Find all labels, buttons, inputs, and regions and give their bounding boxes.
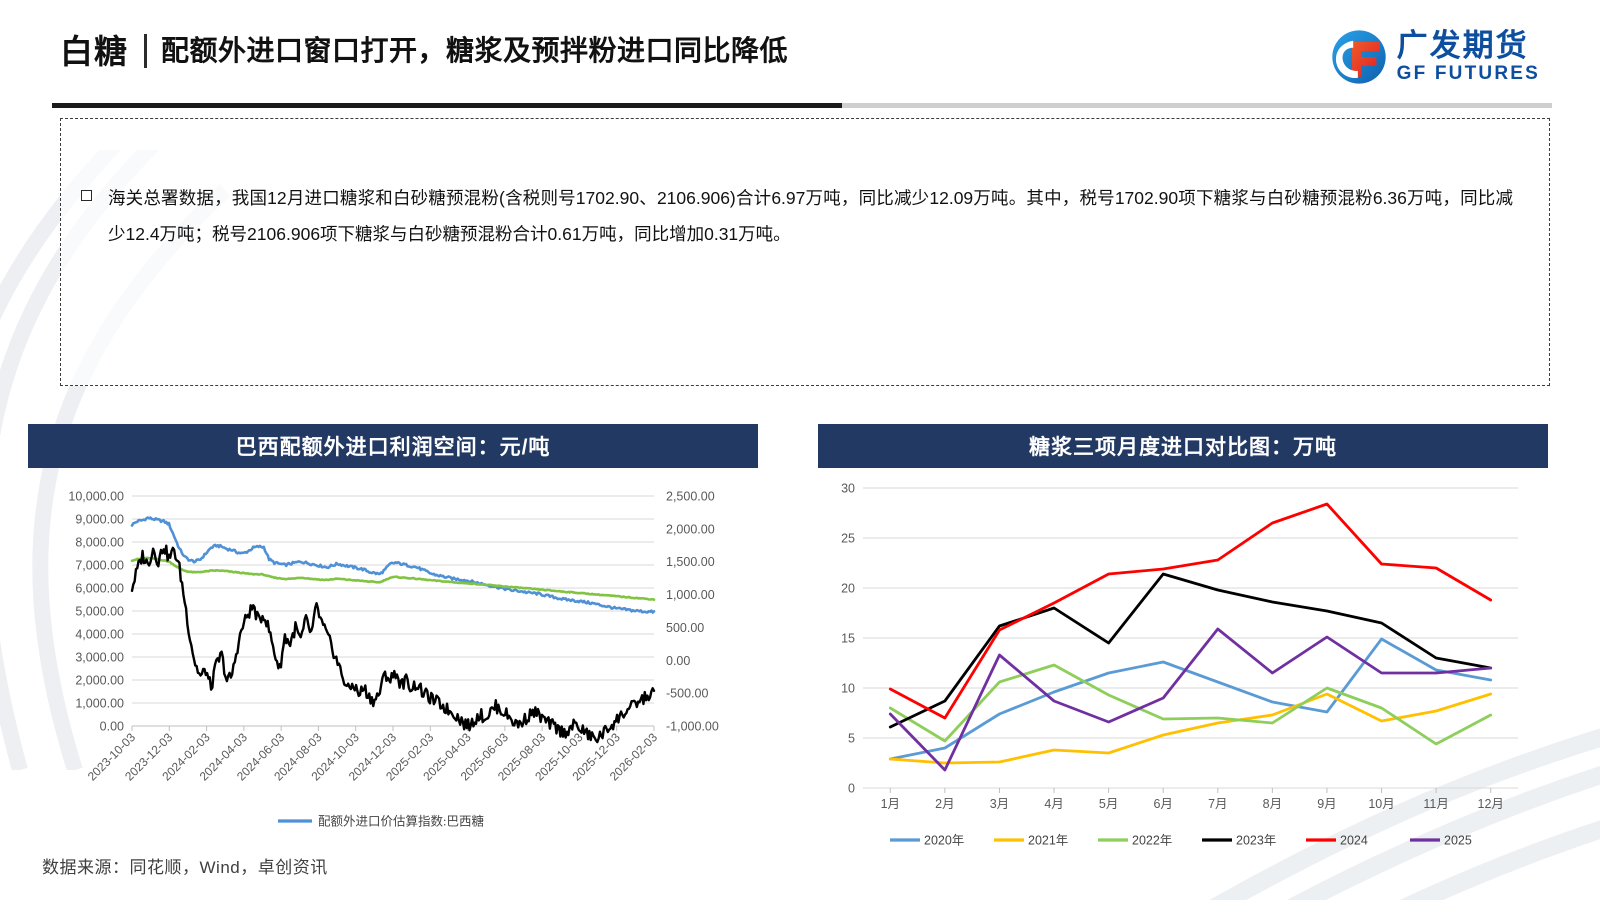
y-axis-tick: 20 xyxy=(841,582,855,596)
bullet-square-icon xyxy=(81,190,92,201)
y-axis-tick-left: 6,000.00 xyxy=(75,582,124,596)
y-axis-tick: 5 xyxy=(848,732,855,746)
x-axis-tick-label: 10月 xyxy=(1368,797,1394,811)
y-axis-tick-right: 0.00 xyxy=(666,654,690,668)
x-axis-tick-label: 6月 xyxy=(1153,797,1172,811)
page-title: 白糖 xyxy=(60,32,128,70)
y-axis-tick-right: -500.00 xyxy=(666,687,708,701)
series-line-2020年 xyxy=(888,637,1493,761)
y-axis-tick: 10 xyxy=(841,682,855,696)
callout-box: 海关总署数据，我国12月进口糖浆和白砂糖预混粉(含税则号1702.90、2106… xyxy=(60,118,1550,386)
y-axis-tick-right: 500.00 xyxy=(666,621,704,635)
series-line-2024 xyxy=(888,502,1493,720)
y-axis-tick-left: 2,000.00 xyxy=(75,674,124,688)
series-line-3 xyxy=(130,544,656,744)
y-axis-tick-right: 2,500.00 xyxy=(666,490,715,504)
y-axis-tick: 15 xyxy=(841,632,855,646)
y-axis-tick-left: 10,000.00 xyxy=(68,490,124,504)
y-axis-tick-left: 4,000.00 xyxy=(75,628,124,642)
y-axis-tick-left: 5,000.00 xyxy=(75,605,124,619)
brazil-import-profit-chart: 0.00 1,000.00 2,000.00 3,000.00 4,000.00 5,00… xyxy=(68,490,719,829)
y-axis-tick-left: 9,000.00 xyxy=(75,513,124,527)
series-line-2022年 xyxy=(888,663,1493,746)
x-axis-tick-label: 4月 xyxy=(1044,797,1063,811)
chart-panel-left: 巴西配额外进口利润空间：元/吨 0.00 1,000.00 2,000.00 3,00… xyxy=(28,424,758,868)
y-axis-tick-left: 7,000.00 xyxy=(75,559,124,573)
chart-right-title: 糖浆三项月度进口对比图：万吨 xyxy=(818,424,1548,468)
legend-label-2024: 2024 xyxy=(1340,834,1368,848)
logo-wordmark: 广发期货 GF FUTURES xyxy=(1396,27,1540,85)
y-axis-tick-left: 8,000.00 xyxy=(75,536,124,550)
y-axis-tick-left: 0.00 xyxy=(100,720,124,734)
y-axis-tick: 30 xyxy=(841,482,855,496)
x-axis-tick-label: 11月 xyxy=(1423,797,1448,811)
company-logo: 广发期货 GF FUTURES xyxy=(1330,28,1540,86)
legend-label-2025: 2025 xyxy=(1444,834,1472,848)
y-axis-tick-left: 3,000.00 xyxy=(75,651,124,665)
legend-label-2022年: 2022年 xyxy=(1132,834,1172,848)
header-rule xyxy=(52,103,1552,108)
x-axis-tick-label: 2月 xyxy=(935,797,954,811)
chart-right-body: 0 5 10 15 20 25 30 1月 2月 3月 4月 5月 6月 7月 8月 9月 10月 11月 12月 2… xyxy=(818,468,1548,868)
title-divider xyxy=(144,34,147,68)
x-axis-tick-label: 12月 xyxy=(1478,797,1504,811)
chart-left-title: 巴西配额外进口利润空间：元/吨 xyxy=(28,424,758,468)
series-line-2025 xyxy=(888,627,1493,772)
x-axis-tick-label: 5月 xyxy=(1099,797,1118,811)
x-axis-tick-label: 3月 xyxy=(990,797,1009,811)
y-axis-tick: 25 xyxy=(841,532,855,546)
y-axis-tick: 0 xyxy=(848,782,855,796)
page-header: 白糖 配额外进口窗口打开，糖浆及预拌粉进口同比降低 xyxy=(60,34,788,68)
chart-left-body: 0.00 1,000.00 2,000.00 3,000.00 4,000.00 5,00… xyxy=(28,468,758,868)
logo-english-name: GF FUTURES xyxy=(1396,63,1540,85)
page-subtitle: 配额外进口窗口打开，糖浆及预拌粉进口同比降低 xyxy=(161,35,789,66)
y-axis-tick-right: 2,000.00 xyxy=(666,522,715,536)
series-line-2023年 xyxy=(888,572,1493,729)
bullet-item: 海关总署数据，我国12月进口糖浆和白砂糖预混粉(含税则号1702.90、2106… xyxy=(81,181,1531,253)
legend-label-2020年: 2020年 xyxy=(924,834,964,848)
legend-label-2023年: 2023年 xyxy=(1236,834,1276,848)
gf-logo-icon xyxy=(1331,30,1386,84)
data-source-note: 数据来源：同花顺，Wind，卓创资讯 xyxy=(42,858,328,877)
y-axis-tick-right: 1,500.00 xyxy=(666,555,715,569)
x-axis-tick-label: 8月 xyxy=(1263,797,1282,811)
series-line-2021年 xyxy=(888,692,1493,765)
chart-panel-right: 糖浆三项月度进口对比图：万吨 0 5 10 15 20 25 30 1月 2月 3月 4月 5月 6月 7… xyxy=(818,424,1548,868)
y-axis-tick-right: 1,000.00 xyxy=(666,588,715,602)
x-axis-tick-label: 1月 xyxy=(881,797,900,811)
logo-chinese-name: 广发期货 xyxy=(1396,27,1529,63)
y-axis-tick-right: -1,000.00 xyxy=(666,720,719,734)
legend-label-2021年: 2021年 xyxy=(1028,834,1068,848)
legend-label: 配额外进口价估算指数:巴西糖 xyxy=(318,814,484,829)
x-axis-tick-label: 7月 xyxy=(1208,797,1227,811)
x-axis-tick-label: 9月 xyxy=(1317,797,1336,811)
y-axis-tick-left: 1,000.00 xyxy=(75,697,124,711)
bullet-paragraph: 海关总署数据，我国12月进口糖浆和白砂糖预混粉(含税则号1702.90、2106… xyxy=(108,188,1513,244)
